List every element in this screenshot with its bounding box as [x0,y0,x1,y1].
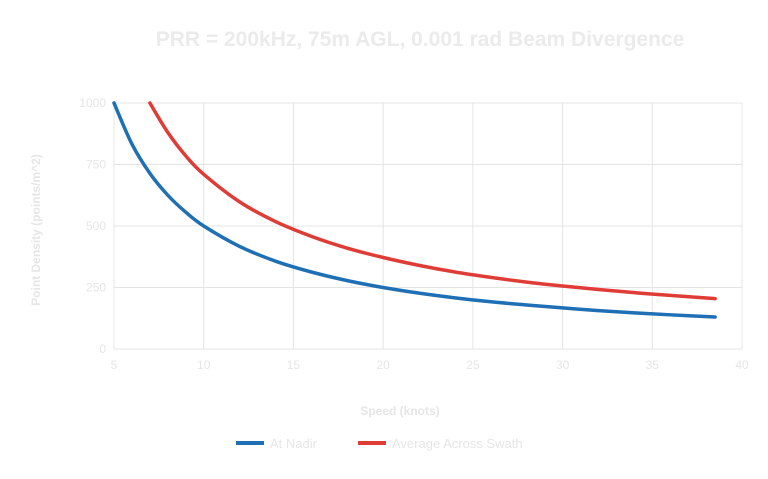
series-lines [112,101,717,319]
y-tick-label: 750 [86,158,106,172]
series-line-average-across-swath [148,101,717,301]
chart-title: PRR = 200kHz, 75m AGL, 0.001 rad Beam Di… [156,28,685,51]
x-tick-label: 5 [111,358,118,372]
grid [113,102,743,350]
x-axis-ticks: 5 10 15 20 25 30 35 40 [111,358,749,372]
x-tick-label: 15 [287,358,301,372]
y-tick-label: 0 [99,342,106,356]
y-axis-title: Point Density (points/m^2) [29,154,43,306]
x-tick-label: 25 [466,358,480,372]
x-tick-label: 35 [646,358,660,372]
x-tick-label: 10 [197,358,211,372]
legend-label-at-nadir: At Nadir [270,436,318,451]
x-tick-label: 20 [376,358,390,372]
x-tick-label: 30 [556,358,570,372]
y-tick-label: 1000 [79,96,106,110]
legend-label-average-across-swath: Average Across Swath [392,436,523,451]
legend: At Nadir Average Across Swath [236,436,523,451]
y-tick-label: 250 [86,281,106,295]
x-tick-label: 40 [735,358,749,372]
series-line-at-nadir [112,101,717,319]
y-axis-ticks: 0 250 500 750 1000 [79,96,106,356]
y-tick-label: 500 [86,219,106,233]
x-axis-title: Speed (knots) [360,404,439,418]
